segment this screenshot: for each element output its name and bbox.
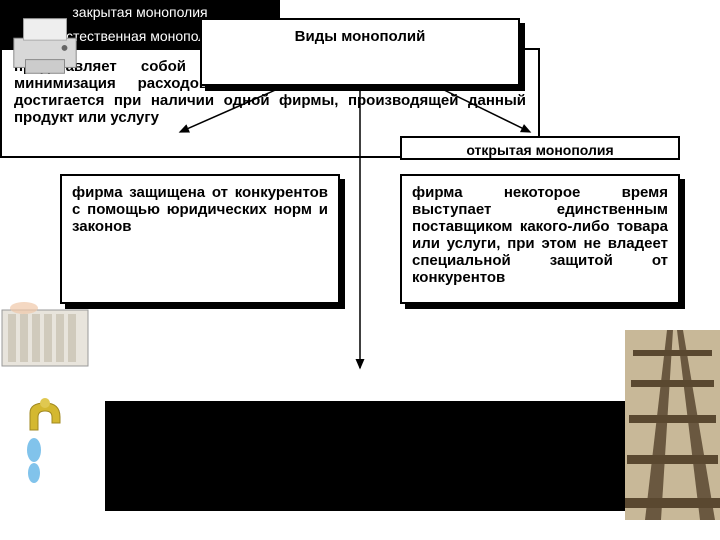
open-desc-text: фирма некоторое время выступает единстве… xyxy=(412,184,668,286)
railway-icon xyxy=(625,330,720,520)
open-monopoly-desc: фирма некоторое время выступает единстве… xyxy=(400,174,680,304)
title-text: Виды монополий xyxy=(295,28,426,45)
closed-monopoly-desc: фирма защищена от конкурентов с помощью … xyxy=(60,174,340,304)
radiator-icon xyxy=(0,300,90,370)
title-box: Виды монополий xyxy=(200,18,520,86)
open-header-text: открытая монополия xyxy=(466,142,613,158)
faucet-icon xyxy=(10,395,80,485)
printer-icon xyxy=(6,10,84,80)
closed-desc-text: фирма защищена от конкурентов с помощью … xyxy=(72,184,328,235)
closed-header-text: закрытая монополия xyxy=(72,4,207,20)
open-monopoly-header: открытая монополия xyxy=(400,136,680,160)
natural-desc-shadow xyxy=(105,401,645,511)
